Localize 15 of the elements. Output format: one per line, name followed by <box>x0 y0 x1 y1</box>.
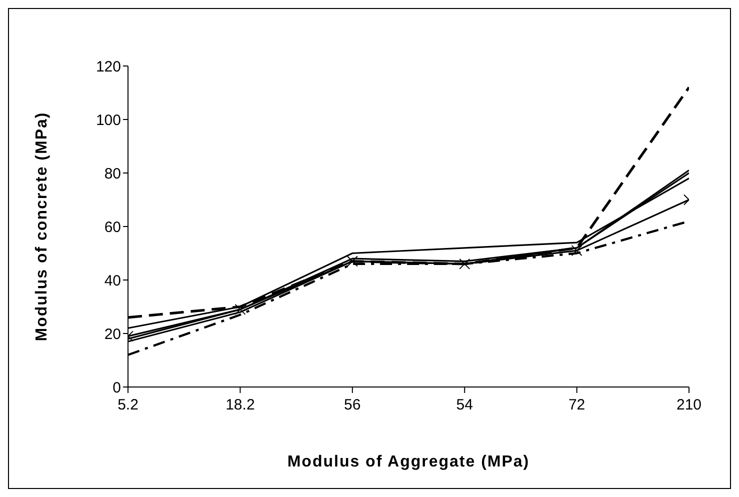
y-tick-label: 0 <box>112 379 121 396</box>
x-tick-label: 56 <box>344 396 361 414</box>
x-tick-label: 72 <box>568 396 586 414</box>
y-axis-title: Modulus of concrete (MPa) <box>34 112 51 342</box>
y-tick-label: 80 <box>104 165 121 182</box>
y-tick-label: 60 <box>104 218 121 236</box>
y-tick-label: 100 <box>96 112 121 129</box>
x-tick-label: 5.2 <box>118 396 138 414</box>
y-tick-label: 20 <box>104 326 121 343</box>
x-axis-title: Modulus of Aggregate (MPa) <box>287 453 530 470</box>
y-tick-label: 40 <box>104 272 121 290</box>
x-tick-label: 210 <box>676 396 702 414</box>
x-tick-label: 18.2 <box>226 396 255 414</box>
y-tick-label: 120 <box>96 58 121 76</box>
x-tick-label: 54 <box>456 396 473 414</box>
